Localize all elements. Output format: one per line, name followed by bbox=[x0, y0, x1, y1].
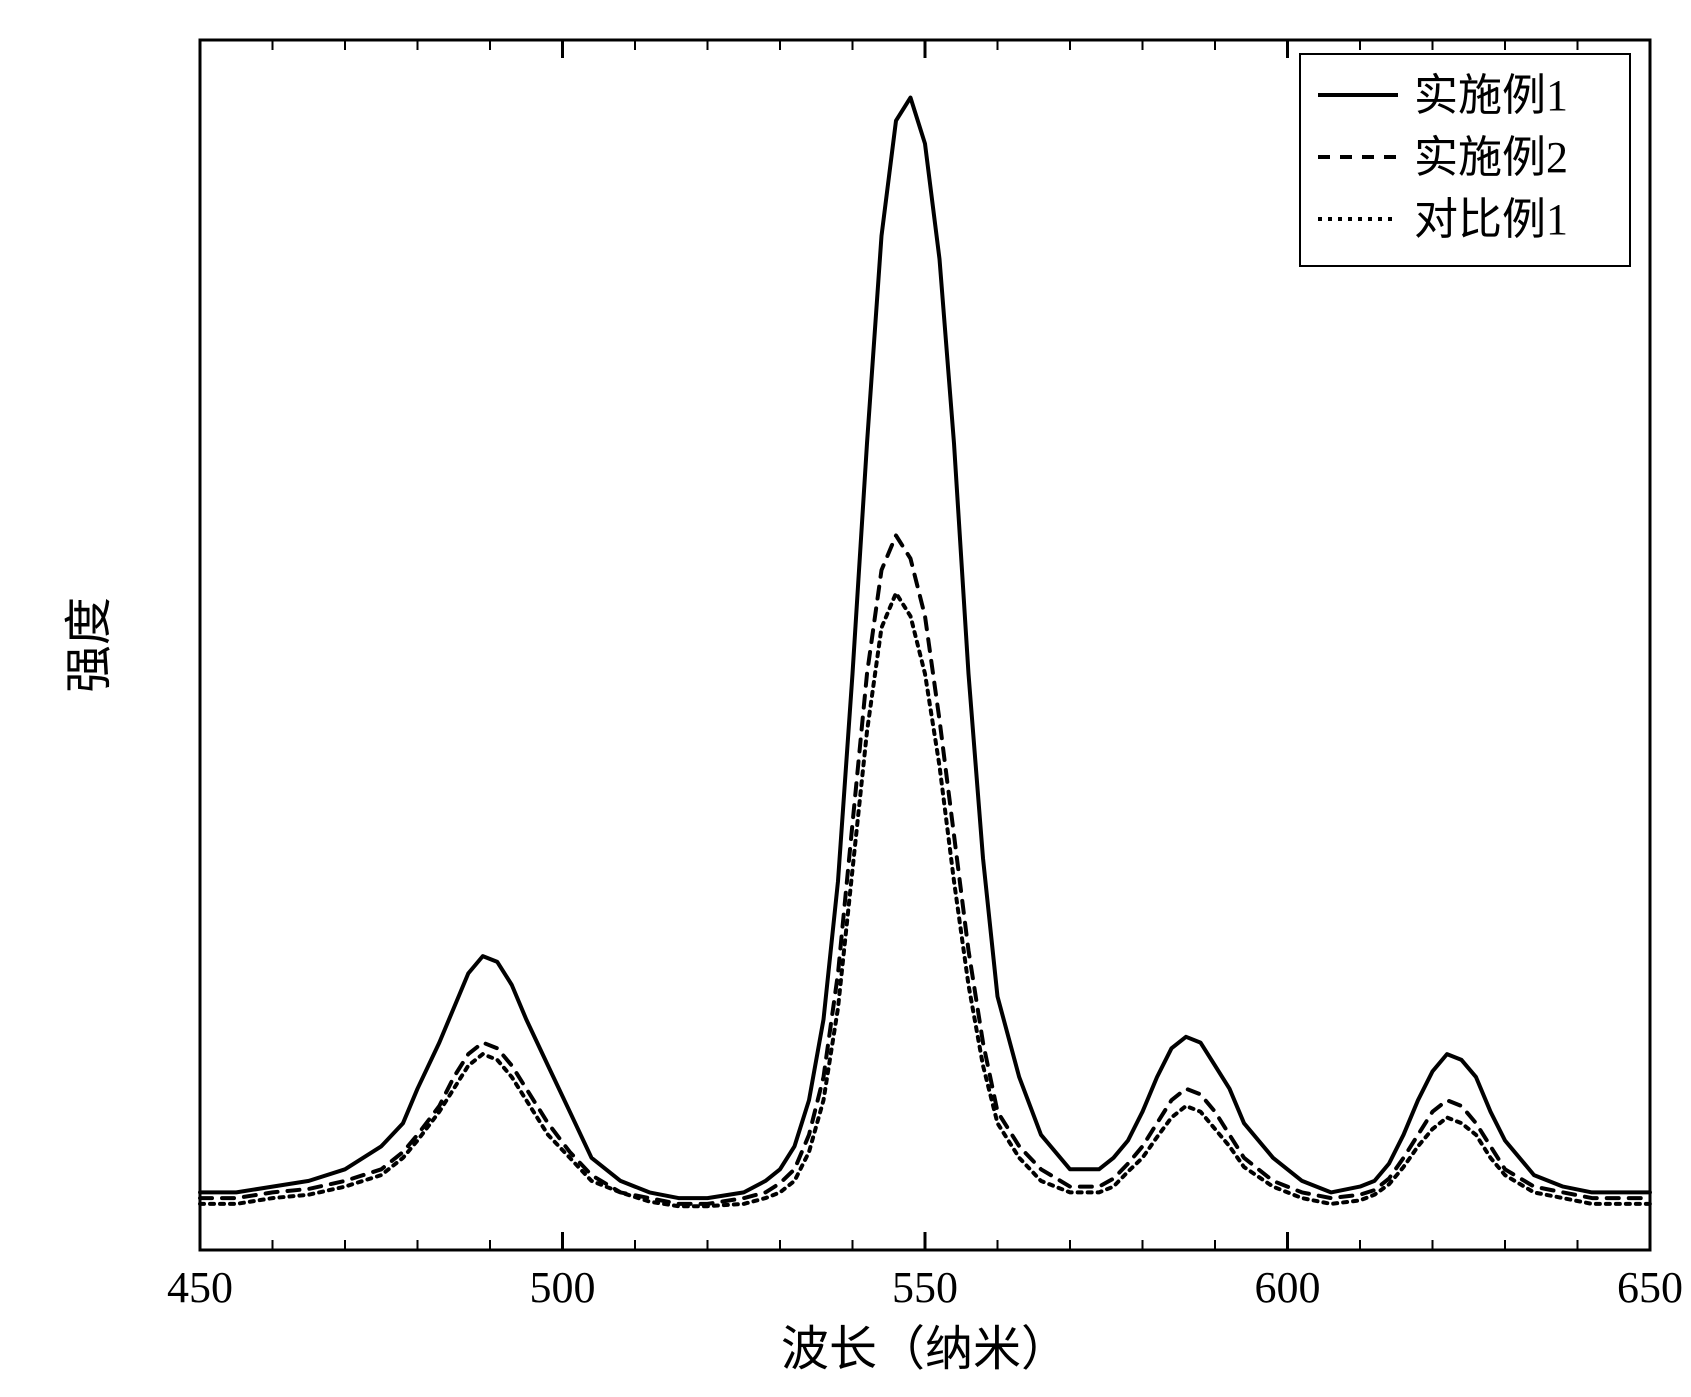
x-tick-label: 600 bbox=[1255, 1263, 1321, 1312]
legend-label-2: 对比例1 bbox=[1414, 195, 1568, 244]
chart-container: 450 500 550 600 650 波长（纳米） 强度 实施例1 实施例2 对比例1 bbox=[0, 0, 1691, 1397]
y-axis-title: 强度 bbox=[63, 597, 116, 693]
legend-label-0: 实施例1 bbox=[1414, 71, 1568, 120]
x-tick-label: 650 bbox=[1617, 1263, 1683, 1312]
spectrum-chart: 450 500 550 600 650 波长（纳米） 强度 实施例1 实施例2 对比例1 bbox=[0, 0, 1691, 1397]
x-tick-label: 500 bbox=[530, 1263, 596, 1312]
x-tick-label: 550 bbox=[892, 1263, 958, 1312]
x-axis-title: 波长（纳米） bbox=[781, 1323, 1069, 1376]
x-tick-label: 450 bbox=[167, 1263, 233, 1312]
legend-label-1: 实施例2 bbox=[1414, 133, 1568, 182]
